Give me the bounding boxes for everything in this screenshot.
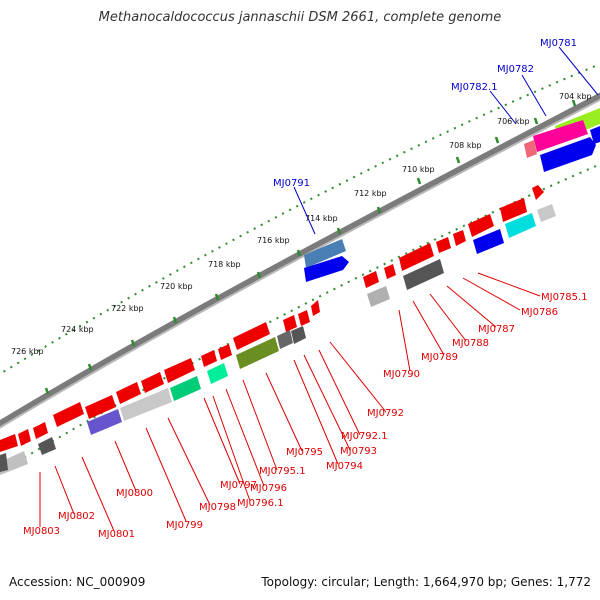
gene-label-mj0794: MJ0794 xyxy=(326,461,363,472)
gene-red xyxy=(363,271,379,288)
tick-label: 708 kbp xyxy=(449,141,482,150)
gene-mj0782-1 xyxy=(524,140,537,158)
gene-dark-gray xyxy=(291,326,306,344)
tick-label: 718 kbp xyxy=(208,260,241,269)
gene-dark-gray xyxy=(403,259,444,290)
gene-red xyxy=(453,230,466,246)
gene-red xyxy=(201,350,217,367)
gene-red xyxy=(85,395,116,419)
gene-gray xyxy=(537,204,556,222)
gene-red xyxy=(283,315,297,332)
genome-backbone-shadow xyxy=(0,98,600,429)
gene-mj0782 xyxy=(533,120,588,152)
gene-label-mj0787: MJ0787 xyxy=(478,324,515,335)
gene-mj0791 xyxy=(304,239,346,268)
gene-red xyxy=(384,264,396,279)
tick-label: 704 kbp xyxy=(559,92,592,101)
gene-label-mj0791: MJ0791 xyxy=(273,178,310,189)
gene-red xyxy=(164,358,195,383)
gene-red xyxy=(218,344,232,360)
gene-red xyxy=(0,434,18,452)
tick-label: 724 kbp xyxy=(61,325,94,334)
gene-label-mj0786: MJ0786 xyxy=(521,307,558,318)
tick-label: 712 kbp xyxy=(354,189,387,198)
gene-forward-blue-1 xyxy=(540,137,596,172)
gene-label-mj0797: MJ0797 xyxy=(220,480,257,491)
gene-red xyxy=(18,429,31,446)
gene-label-mj0782: MJ0782 xyxy=(497,64,534,75)
gene-light-gray xyxy=(120,388,172,421)
tick-label: 722 kbp xyxy=(111,304,144,313)
gene-label-mj0799: MJ0799 xyxy=(166,520,203,531)
forward-genes xyxy=(304,108,600,282)
topology-text: Topology: circular; Length: 1,664,970 bp… xyxy=(261,575,591,589)
gene-label-mj0795: MJ0795 xyxy=(286,447,323,458)
gene-mint xyxy=(207,363,228,384)
gene-red xyxy=(141,372,164,393)
genome-backbone xyxy=(0,92,600,428)
gene-green xyxy=(170,376,201,401)
gene-red xyxy=(33,422,48,439)
gene-label-mj0795-1: MJ0795.1 xyxy=(259,466,306,477)
gene-cyan xyxy=(505,213,536,238)
reverse-genes xyxy=(0,198,556,475)
forward-label-lines xyxy=(293,46,599,235)
gene-label-mj0796: MJ0796 xyxy=(250,483,287,494)
gene-blue xyxy=(473,229,504,254)
gene-label-mj0793: MJ0793 xyxy=(340,446,377,457)
gene-forward-red-small xyxy=(532,185,544,200)
gene-label-mj0798: MJ0798 xyxy=(199,502,236,513)
gene-label-mj0785-1: MJ0785.1 xyxy=(541,292,588,303)
gene-label-mj0788: MJ0788 xyxy=(452,338,489,349)
gene-label-mj0801: MJ0801 xyxy=(98,529,135,540)
gene-dark-gray xyxy=(38,437,56,455)
gene-dark-gray-left xyxy=(0,453,8,472)
gene-label-mj0800: MJ0800 xyxy=(116,488,153,499)
reverse-label-lines xyxy=(39,272,541,532)
accession-text: Accession: NC_000909 xyxy=(9,575,146,589)
tick-label: 706 kbp xyxy=(497,117,530,126)
gene-dark-gray xyxy=(277,330,293,349)
gene-label-mj0790: MJ0790 xyxy=(383,369,420,380)
gene-label-mj0792: MJ0792 xyxy=(367,408,404,419)
gene-label-mj0802: MJ0802 xyxy=(58,511,95,522)
gene-red xyxy=(116,382,141,404)
gene-red xyxy=(53,402,84,427)
scale-ticks xyxy=(44,99,577,395)
gene-label-mj0803: MJ0803 xyxy=(23,526,60,537)
gene-label-mj0789: MJ0789 xyxy=(421,352,458,363)
gene-lavender xyxy=(87,409,122,435)
gene-red xyxy=(399,243,434,271)
gene-red xyxy=(500,198,527,222)
gene-forward-blue-2 xyxy=(590,126,600,144)
gene-olive xyxy=(236,337,279,369)
gene-label-mj0782-1: MJ0782.1 xyxy=(451,82,498,93)
gene-red xyxy=(468,214,494,237)
gene-red xyxy=(436,237,451,253)
gene-red xyxy=(233,322,270,350)
gene-light-gray xyxy=(367,286,390,307)
gene-mj0791-b xyxy=(304,256,349,282)
gene-red xyxy=(311,300,320,316)
gene-red xyxy=(298,310,310,326)
gene-label-mj0781: MJ0781 xyxy=(540,38,577,49)
tick-label: 726 kbp xyxy=(11,347,44,356)
tick-label: 716 kbp xyxy=(257,236,290,245)
map-title: Methanocaldococcus jannaschii DSM 2661, … xyxy=(98,10,502,25)
gene-label-mj0796-1: MJ0796.1 xyxy=(237,498,284,509)
tick-label: 720 kbp xyxy=(160,282,193,291)
tick-label: 714 kbp xyxy=(305,214,338,223)
tick-label: 710 kbp xyxy=(402,165,435,174)
gene-label-mj0792-1: MJ0792.1 xyxy=(341,431,388,442)
